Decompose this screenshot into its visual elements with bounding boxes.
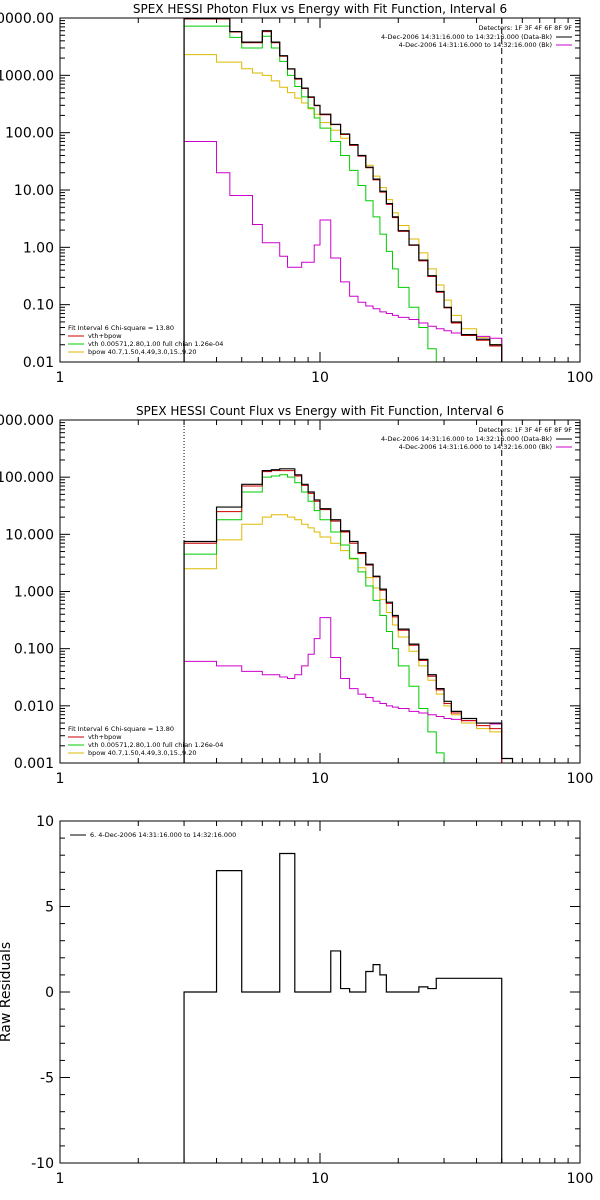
legend-header: Fit Interval 6 Chi-square = 13.80 — [68, 324, 174, 332]
legend-header: Detectors: 1F 3F 4F 6F 8F 9F — [478, 426, 572, 434]
y-tick-label: 0.10 — [23, 298, 54, 314]
y-tick-label: 0 — [45, 985, 54, 1001]
x-axis: 1 10 100 — [56, 18, 594, 386]
legend-entry: vth 0.00571,2.80,1.00 full chian 1.26e-0… — [88, 741, 223, 749]
y-tick-label: -10 — [31, 1156, 54, 1172]
chart-panel-3: 1 10 100 10 5 0 -5 -10 Raw Residuals 6. 4-Dec-200… — [0, 814, 593, 1187]
series-vth-line — [183, 25, 502, 362]
legend-entry: 4-Dec-2006 14:31:16.000 to 14:32:16.000 … — [381, 33, 552, 41]
series-residuals-line — [183, 852, 503, 1163]
y-axis: 10 5 0 -5 -10 — [31, 814, 580, 1172]
series-bpow-line — [183, 514, 513, 763]
y-tick-label: 100.00 — [5, 126, 54, 142]
series-data-line — [183, 468, 514, 763]
plot-frame — [59, 17, 581, 363]
y-tick-label: 1000.000 — [0, 413, 54, 429]
legend: 6. 4-Dec-2006 14:31:16.000 to 14:32:16.0… — [70, 831, 236, 839]
plot-frame — [59, 820, 581, 1164]
x-tick-label: 100 — [567, 771, 594, 787]
legend-entry: 6. 4-Dec-2006 14:31:16.000 to 14:32:16.0… — [90, 831, 236, 839]
chart-panel-2: SPEX HESSI Count Flux vs Energy with Fit… — [0, 404, 593, 787]
y-tick-label: 5 — [45, 900, 54, 916]
x-tick-label: 1 — [56, 1171, 65, 1187]
legend-entry: 4-Dec-2006 14:31:16.000 to 14:32:16.000 … — [381, 435, 552, 443]
legend-header: Fit Interval 6 Chi-square = 13.80 — [68, 725, 174, 733]
legend-entry: 4-Dec-2006 14:31:16.000 to 14:32:16.000 … — [399, 443, 552, 451]
x-tick-label: 100 — [567, 1171, 594, 1187]
y-tick-label: 0.010 — [14, 699, 54, 715]
x-tick-label: 10 — [311, 370, 329, 386]
x-tick-label: 10 — [311, 771, 329, 787]
y-axis-label: Raw Residuals — [0, 942, 14, 1042]
x-axis: 1 10 100 — [56, 821, 594, 1187]
y-tick-label: 0.01 — [23, 355, 54, 371]
y-tick-label: 10.000 — [5, 527, 54, 543]
chart-title: SPEX HESSI Photon Flux vs Energy with Fi… — [133, 2, 507, 16]
x-tick-label: 10 — [311, 1171, 329, 1187]
x-axis: 1 10 100 — [56, 420, 594, 787]
y-tick-label: 0.001 — [14, 756, 54, 772]
series-vth-line — [183, 474, 513, 763]
chart-panel-1: SPEX HESSI Photon Flux vs Energy with Fi… — [0, 2, 593, 386]
legend-entry: vth 0.00571,2.80,1.00 full chian 1.26e-0… — [88, 340, 223, 348]
series-total-line — [183, 470, 513, 763]
plot-area — [183, 468, 514, 763]
y-tick-label: 1.000 — [14, 585, 54, 601]
legend-entry: 4-Dec-2006 14:31:16.000 to 14:32:16.000 … — [399, 41, 552, 49]
x-tick-label: 1 — [56, 771, 65, 787]
legend-entry: bpow 40.7,1.50,4.49,3.0,15.,9.20 — [88, 749, 197, 757]
series-total-line — [183, 18, 503, 362]
legend-entry: bpow 40.7,1.50,4.49,3.0,15.,9.20 — [88, 348, 197, 356]
plot-area — [183, 852, 503, 1163]
legend-bottom-left: Fit Interval 6 Chi-square = 13.80vth+bpo… — [68, 725, 223, 757]
legend-entry: vth+bpow — [88, 332, 122, 340]
series-data-line — [183, 18, 503, 362]
y-axis: 1000.000 100.000 10.000 1.000 0.100 0.010 0.00… — [0, 413, 580, 772]
x-tick-label: 100 — [567, 370, 594, 386]
legend-header: Detectors: 1F 3F 4F 6F 8F 9F — [478, 24, 572, 32]
y-tick-label: -5 — [40, 1071, 54, 1087]
y-tick-label: 0.100 — [14, 642, 54, 658]
legend-bottom-left: Fit Interval 6 Chi-square = 13.80vth+bpo… — [68, 324, 223, 356]
y-tick-label: 1.00 — [23, 240, 54, 256]
y-tick-label: 100.000 — [0, 470, 54, 486]
series-bk-line — [183, 141, 503, 362]
y-tick-label: 10.00 — [14, 183, 54, 199]
x-tick-label: 1 — [56, 370, 65, 386]
series-bk-line — [183, 617, 513, 763]
legend-top-right: Detectors: 1F 3F 4F 6F 8F 9F4-Dec-2006 1… — [381, 426, 572, 451]
chart-title: SPEX HESSI Count Flux vs Energy with Fit… — [136, 404, 504, 418]
plot-frame — [59, 419, 581, 764]
plot-area — [183, 18, 503, 362]
y-tick-label: 10 — [36, 814, 54, 830]
legend-entry: vth+bpow — [88, 733, 122, 741]
legend-top-right: Detectors: 1F 3F 4F 6F 8F 9F4-Dec-2006 1… — [381, 24, 572, 49]
y-tick-label: 1000.00 — [0, 68, 54, 84]
series-bpow-line — [183, 54, 503, 362]
